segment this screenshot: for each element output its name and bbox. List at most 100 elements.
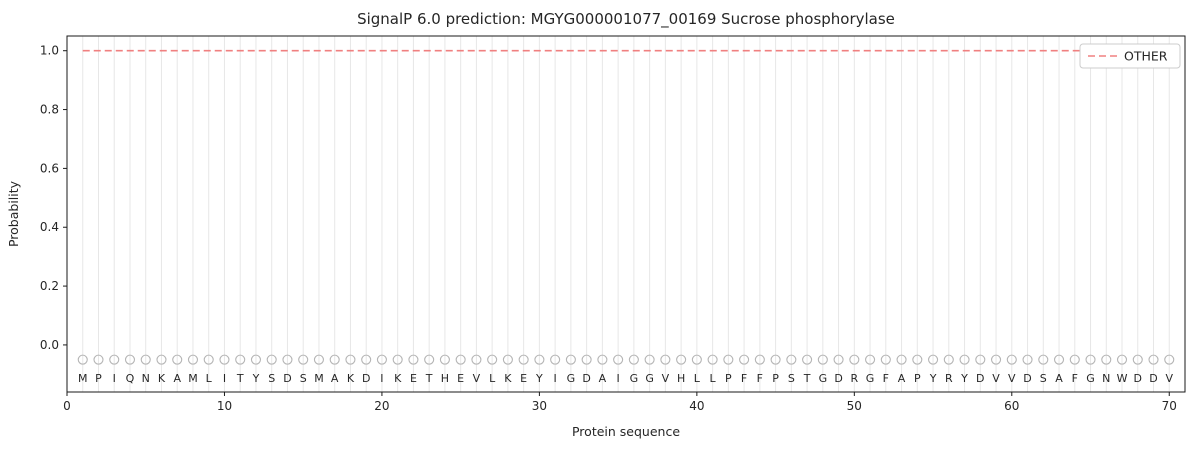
axis-layer: 0 10 20 30 40 50 60 70 0.0 0.2 0.4 0.6 0.8 1.0 bbox=[40, 44, 1177, 413]
residue-letter: F bbox=[741, 372, 747, 385]
residue-letter: S bbox=[788, 372, 795, 385]
legend-box bbox=[1079, 43, 1181, 69]
residue-letter: D bbox=[582, 372, 590, 385]
residue-letter: I bbox=[380, 372, 383, 385]
x-axis-label: Protein sequence bbox=[572, 424, 680, 439]
residue-marker bbox=[219, 354, 230, 365]
y-tick-label: 0.6 bbox=[40, 161, 59, 175]
residue-marker bbox=[172, 354, 183, 365]
residue-marker bbox=[912, 354, 923, 365]
residue-letter: Y bbox=[960, 372, 968, 385]
residue-letter: N bbox=[142, 372, 150, 385]
residue-letter: P bbox=[725, 372, 732, 385]
residue-marker bbox=[282, 354, 293, 365]
residue-marker bbox=[471, 354, 482, 365]
residue-marker bbox=[928, 354, 939, 365]
residue-marker bbox=[817, 354, 828, 365]
plot-border bbox=[66, 35, 1186, 393]
residue-letter: I bbox=[554, 372, 557, 385]
residue-marker bbox=[628, 354, 639, 365]
residue-marker bbox=[329, 354, 340, 365]
residue-letter: S bbox=[300, 372, 307, 385]
residue-letter: L bbox=[694, 372, 701, 385]
x-tick-label: 50 bbox=[847, 399, 862, 413]
residue-marker bbox=[518, 354, 529, 365]
residue-letter: M bbox=[188, 372, 198, 385]
x-tick-label: 20 bbox=[374, 399, 389, 413]
x-tick-label: 10 bbox=[217, 399, 232, 413]
residue-letter: S bbox=[1040, 372, 1047, 385]
residue-letter: G bbox=[866, 372, 875, 385]
residue-marker bbox=[140, 354, 151, 365]
residue-letter: G bbox=[630, 372, 639, 385]
residue-marker bbox=[786, 354, 797, 365]
chart-title: SignalP 6.0 prediction: MGYG000001077_00… bbox=[357, 10, 895, 29]
x-tick-label: 30 bbox=[532, 399, 547, 413]
residue-marker bbox=[124, 354, 136, 365]
residue-marker bbox=[613, 354, 624, 365]
y-axis-label: Probability bbox=[6, 180, 21, 247]
residue-letter: I bbox=[223, 372, 226, 385]
residue-marker bbox=[723, 354, 734, 365]
residue-marker bbox=[1069, 354, 1080, 365]
residue-letter: Y bbox=[929, 372, 937, 385]
residue-letter: M bbox=[78, 372, 88, 385]
residue-letter: E bbox=[410, 372, 417, 385]
residue-letter: D bbox=[1134, 372, 1142, 385]
residue-marker bbox=[376, 354, 387, 365]
residue-letter: K bbox=[504, 372, 512, 385]
residue-marker bbox=[235, 354, 246, 365]
residue-marker bbox=[487, 354, 498, 365]
residue-marker bbox=[565, 354, 576, 365]
x-tick-label: 0 bbox=[63, 399, 71, 413]
residue-marker bbox=[739, 354, 750, 365]
residue-marker bbox=[1101, 354, 1112, 365]
y-tick-label: 0.2 bbox=[40, 279, 59, 293]
residue-marker bbox=[534, 354, 545, 365]
residue-letter: I bbox=[113, 372, 116, 385]
residue-marker bbox=[93, 354, 104, 365]
residue-letter: D bbox=[362, 372, 370, 385]
residue-letter: L bbox=[206, 372, 213, 385]
residue-marker bbox=[187, 354, 199, 365]
residue-letter: S bbox=[268, 372, 275, 385]
residue-letter: Y bbox=[252, 372, 260, 385]
residue-marker bbox=[345, 354, 356, 365]
residue-marker bbox=[802, 354, 813, 365]
residue-marker bbox=[1164, 354, 1175, 365]
residue-marker bbox=[392, 354, 403, 365]
residue-marker bbox=[266, 354, 277, 365]
residue-marker bbox=[770, 354, 781, 365]
residue-letter: V bbox=[473, 372, 481, 385]
residue-marker bbox=[298, 354, 309, 365]
residue-letter: T bbox=[803, 372, 811, 385]
residue-marker bbox=[1053, 354, 1065, 365]
residue-marker bbox=[424, 354, 435, 365]
residue-letter: D bbox=[1149, 372, 1157, 385]
residue-marker bbox=[439, 354, 450, 365]
residue-letter: F bbox=[883, 372, 889, 385]
residue-letter: A bbox=[331, 372, 339, 385]
residue-marker bbox=[550, 354, 561, 365]
residue-letter: F bbox=[757, 372, 763, 385]
residue-marker bbox=[1132, 354, 1143, 365]
residue-letter: W bbox=[1117, 372, 1128, 385]
residue-marker bbox=[1006, 354, 1017, 365]
residue-letter: Y bbox=[535, 372, 543, 385]
residue-marker bbox=[880, 354, 891, 365]
legend-label: OTHER bbox=[1124, 49, 1168, 64]
residue-marker bbox=[833, 354, 844, 365]
residue-marker bbox=[455, 354, 466, 365]
residue-letter: E bbox=[457, 372, 464, 385]
y-tick-label: 1.0 bbox=[40, 44, 59, 58]
residue-marker bbox=[109, 354, 120, 365]
residue-letter: D bbox=[1023, 372, 1031, 385]
residue-marker bbox=[597, 354, 608, 365]
residue-letter: D bbox=[976, 372, 984, 385]
residue-marker bbox=[849, 354, 860, 365]
residue-marker bbox=[865, 354, 876, 365]
residue-letter: A bbox=[173, 372, 181, 385]
residue-letter: P bbox=[95, 372, 102, 385]
